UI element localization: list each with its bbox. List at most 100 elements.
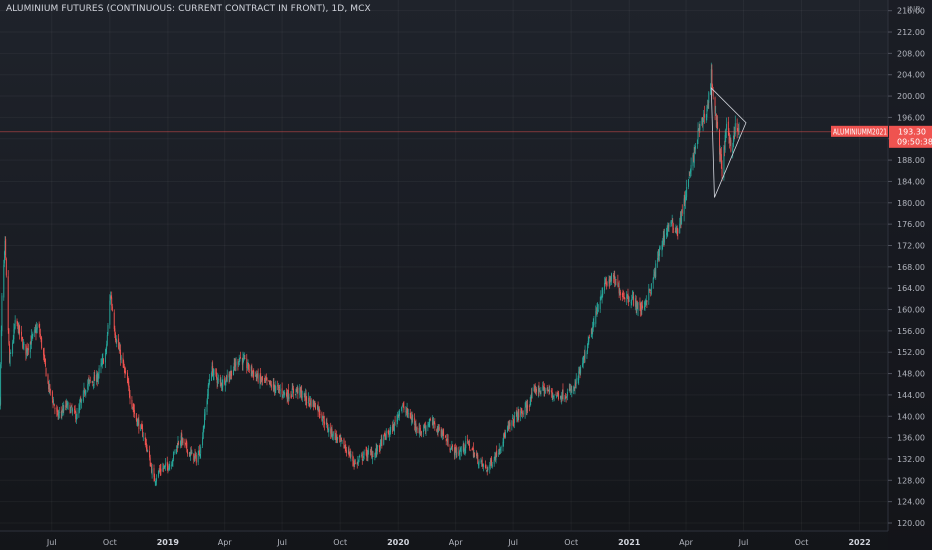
candle-body (164, 463, 166, 468)
candle-body (734, 123, 736, 134)
candle-body (533, 387, 535, 392)
candle-body (53, 402, 55, 405)
candle-body (729, 139, 731, 144)
candle-body (195, 454, 197, 456)
candle-body (124, 370, 126, 372)
time-axis[interactable]: Jul Oct 2019 Apr Jul Oct 2020 Apr Jul Oct 2021 Apr J… (0, 530, 888, 547)
candle-body (114, 328, 116, 335)
candle-body (343, 439, 345, 449)
y-tick-label: 200.00 (897, 92, 925, 101)
candle-body (597, 309, 599, 311)
candle-body (409, 412, 411, 419)
candle-body (3, 251, 5, 264)
candle-body (486, 469, 488, 472)
candle-body (464, 447, 466, 452)
candle-body (557, 391, 559, 395)
candle-body (190, 450, 192, 454)
triangle-shape[interactable] (710, 87, 747, 198)
candle-body (401, 407, 403, 409)
candle-body (89, 379, 91, 382)
candle-body (260, 379, 262, 381)
candle-body (286, 394, 288, 400)
candle-body (259, 375, 261, 384)
candle-body (712, 85, 713, 88)
candle-body (337, 437, 339, 439)
candle-body (151, 465, 152, 473)
candle-body (132, 406, 134, 409)
candle-body (35, 330, 37, 334)
candle-body (262, 376, 264, 381)
candle-body (84, 391, 86, 395)
candle-body (330, 428, 332, 434)
candle-body (312, 400, 314, 407)
candle-body (397, 415, 399, 422)
candle-body (416, 428, 418, 430)
candle-body (268, 380, 270, 382)
candle-body (158, 471, 160, 473)
candle-body (69, 405, 71, 414)
candle-body (416, 429, 417, 431)
candle-body (506, 427, 508, 432)
candle-body (619, 293, 621, 295)
candle-body (515, 412, 517, 414)
candle-body (672, 221, 674, 227)
candle-body (5, 239, 7, 258)
candle-body (217, 378, 219, 382)
candle-body (628, 300, 630, 302)
candle-body (118, 347, 120, 350)
candle-body (332, 431, 334, 437)
candle-body (437, 427, 439, 432)
candle-body (357, 460, 359, 464)
candle-body (234, 362, 236, 366)
candle-body (560, 396, 562, 399)
candle-body (173, 451, 175, 454)
candle-body (250, 366, 252, 372)
candle-body (472, 447, 474, 457)
candle-body (176, 447, 178, 449)
candle-body (246, 358, 248, 368)
candle-body (331, 428, 333, 436)
candle-body (251, 366, 253, 374)
candle-body (172, 459, 174, 462)
candle-body (266, 377, 268, 381)
candle-body (371, 454, 373, 460)
candle-body (715, 113, 717, 116)
candle-body (181, 433, 183, 444)
candle-body (58, 412, 60, 413)
candle-body (89, 380, 91, 381)
candle-body (301, 390, 303, 398)
candle-body (553, 395, 555, 397)
candle-body (604, 280, 606, 285)
x-tick-label: 2021 (618, 538, 641, 547)
candle-body (436, 429, 438, 432)
candle-body (243, 358, 245, 360)
candle-body (548, 389, 549, 392)
candle-body (517, 415, 518, 422)
candle-body (688, 179, 690, 187)
candle-body (48, 383, 50, 390)
candle-body (626, 294, 628, 296)
candle-body (240, 357, 241, 358)
candle-body (530, 395, 532, 402)
candle-body (188, 452, 190, 455)
candle-body (489, 459, 491, 465)
candle-body (185, 442, 187, 444)
candle-body (468, 441, 470, 443)
candle-body (697, 129, 699, 140)
candle-body (559, 395, 561, 398)
candle-body (0, 364, 2, 405)
candle-body (471, 448, 473, 450)
candle-body (50, 389, 51, 391)
candle-body (256, 376, 258, 379)
candle-body (305, 393, 307, 401)
candle-body (701, 117, 703, 125)
candle-body (418, 428, 420, 434)
candle-body (49, 384, 51, 392)
triangle-pattern[interactable] (710, 87, 747, 198)
candle-body (190, 451, 192, 457)
candle-body (243, 357, 245, 360)
candle-body (558, 393, 560, 399)
price-axis[interactable]: INR 120.00 124.00 128.00 132.00 136.00 140.00… (887, 0, 932, 550)
candle-body (658, 254, 660, 256)
